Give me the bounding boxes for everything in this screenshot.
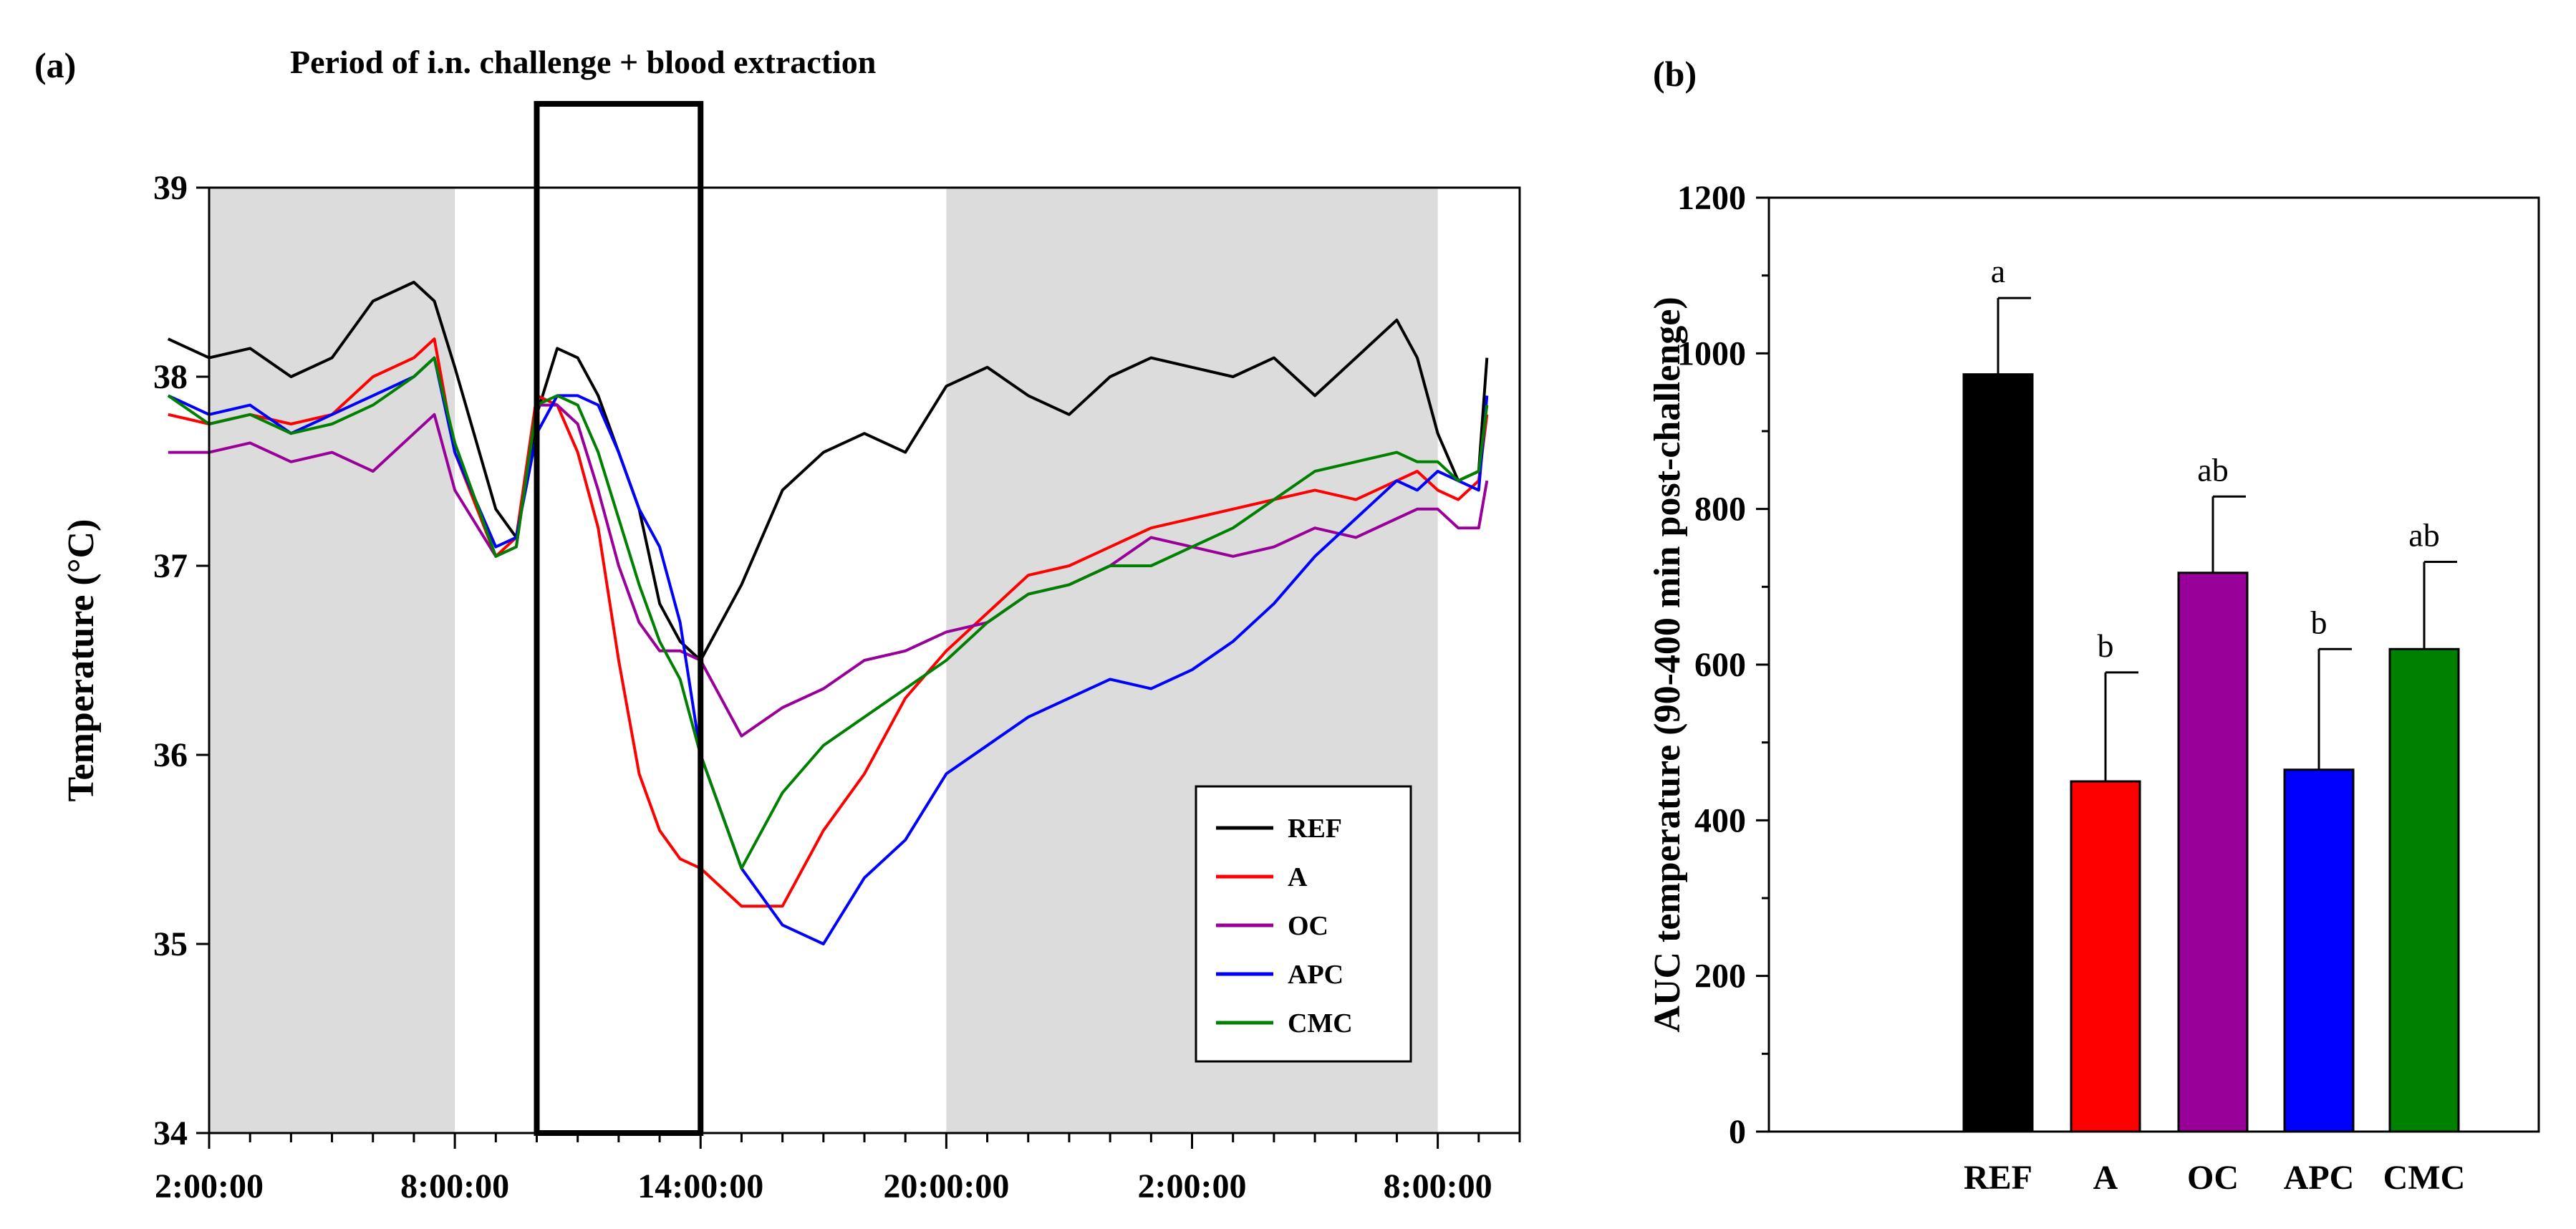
category-label-oc: OC [2187, 1159, 2239, 1197]
y-tick-label-38: 38 [153, 358, 188, 396]
category-label-cmc: CMC [2383, 1159, 2466, 1197]
x-tick-label-3: 14:00:00 [637, 1167, 763, 1205]
panel-a-line-chart: (a) Period of i.n. challenge + blood ext… [34, 44, 1520, 1205]
b-y-tick-label-0: 0 [1729, 1113, 1746, 1151]
category-label-ref: REF [1964, 1159, 2032, 1197]
panel-a-x-ticks: 2:00:00 8:00:00 14:00:00 20:00:00 2:00:00 8:0… [155, 1133, 1520, 1205]
y-tick-label-34: 34 [153, 1114, 188, 1152]
x-tick-label-5: 2:00:00 [1138, 1167, 1247, 1205]
x-tick-label-1: 2:00:00 [155, 1167, 264, 1205]
x-tick-label-2: 8:00:00 [400, 1167, 509, 1205]
panel-a-label: (a) [34, 45, 76, 85]
significance-label-apc: b [2311, 604, 2327, 640]
significance-label-cmc: ab [2408, 517, 2439, 554]
panel-b-y-axis-title: AUC temperature (90-400 min post-challen… [1647, 297, 1688, 1032]
category-label-apc: APC [2284, 1159, 2355, 1197]
y-tick-label-36: 36 [153, 736, 188, 774]
bar-ref [1964, 375, 2032, 1132]
b-y-tick-label-200: 200 [1694, 958, 1746, 996]
b-y-tick-label-400: 400 [1694, 801, 1746, 839]
legend-label-ref: REF [1288, 814, 1342, 844]
panel-b-category-labels: REF A OC APC CMC [1964, 1159, 2465, 1197]
y-tick-label-35: 35 [153, 925, 188, 963]
bar-a [2071, 781, 2140, 1132]
significance-label-a: b [2098, 627, 2114, 664]
legend-label-apc: APC [1288, 960, 1344, 990]
y-tick-label-39: 39 [153, 169, 188, 207]
legend: REF A OC APC CMC [1196, 786, 1411, 1061]
panel-b-label: (b) [1653, 54, 1697, 94]
x-tick-label-6: 8:00:00 [1384, 1167, 1492, 1205]
b-y-tick-label-1200: 1200 [1677, 179, 1746, 217]
bar-apc [2285, 770, 2353, 1132]
figure: (a) Period of i.n. challenge + blood ext… [0, 0, 2576, 1229]
significance-label-oc: ab [2197, 451, 2228, 488]
category-label-a: A [2093, 1159, 2118, 1197]
panel-a-y-ticks: 34 35 36 37 38 39 [153, 169, 209, 1152]
challenge-annotation: Period of i.n. challenge + blood extract… [290, 44, 876, 80]
y-tick-label-37: 37 [153, 547, 188, 585]
legend-label-cmc: CMC [1288, 1008, 1353, 1038]
panel-a-y-axis-title: Temperature (°C) [61, 519, 102, 802]
legend-label-a: A [1288, 862, 1308, 892]
bar-oc [2179, 573, 2247, 1132]
legend-label-oc: OC [1288, 911, 1328, 941]
challenge-window-box [537, 104, 701, 1133]
significance-label-ref: a [1991, 253, 2005, 289]
x-tick-label-4: 20:00:00 [883, 1167, 1009, 1205]
b-y-tick-label-600: 600 [1694, 646, 1746, 684]
b-y-tick-label-800: 800 [1694, 491, 1746, 529]
dark-period-1 [209, 188, 455, 1133]
bar-cmc [2390, 649, 2459, 1132]
